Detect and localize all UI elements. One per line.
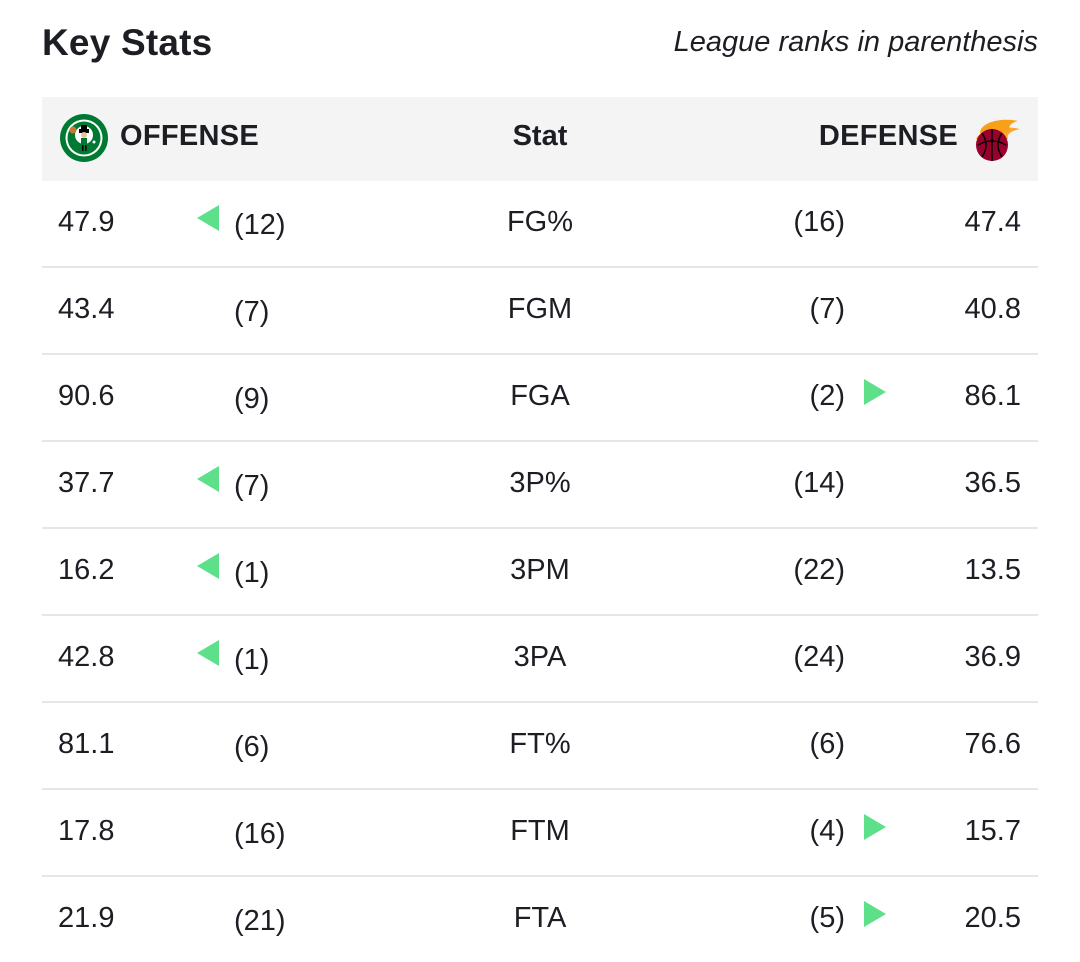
offense-value: 17.8	[58, 815, 115, 847]
defense-rank: (22)	[793, 554, 845, 586]
defense-value: 47.4	[964, 206, 1021, 238]
table-row: 16.2 (1) 3PM (22) 13.5	[42, 529, 1038, 616]
defense-header: DEFENSE	[818, 120, 958, 152]
defense-rank: (14)	[793, 467, 845, 499]
offense-advantage-icon	[197, 640, 219, 666]
offense-value: 47.9	[58, 206, 115, 238]
offense-value: 90.6	[58, 380, 115, 412]
offense-value: 81.1	[58, 728, 115, 760]
stat-name: 3P%	[509, 467, 571, 499]
defense-rank: (24)	[793, 641, 845, 673]
defense-rank: (5)	[809, 902, 845, 934]
offense-rank: (1)	[234, 557, 270, 589]
offense-rank: (6)	[234, 731, 270, 763]
ranks-note: League ranks in parenthesis	[673, 26, 1038, 58]
table-row: 21.9 (21) FTA (5) 20.5	[42, 877, 1038, 962]
offense-value: 21.9	[58, 902, 115, 934]
stat-header: Stat	[512, 120, 568, 152]
stat-name: FT%	[509, 728, 571, 760]
defense-value: 40.8	[964, 293, 1021, 325]
defense-advantage-icon	[864, 814, 886, 840]
offense-rank: (9)	[234, 383, 270, 415]
stat-name: FTM	[510, 815, 570, 847]
defense-rank: (7)	[809, 293, 845, 325]
defense-value: 36.9	[964, 641, 1021, 673]
offense-rank: (21)	[234, 905, 286, 937]
page-title: Key Stats	[42, 22, 213, 63]
stat-name: FG%	[506, 206, 574, 238]
table-row: 90.6 (9) FGA (2) 86.1	[42, 355, 1038, 442]
offense-advantage-icon	[197, 205, 219, 231]
key-stats-table: OFFENSE Stat DEFENSE 47.9 (12) FG% (16) 47.4…	[42, 97, 1038, 962]
offense-advantage-icon	[197, 466, 219, 492]
offense-value: 16.2	[58, 554, 115, 586]
offense-rank: (1)	[234, 644, 270, 676]
defense-value: 76.6	[964, 728, 1021, 760]
defense-value: 86.1	[964, 380, 1021, 412]
table-row: 37.7 (7) 3P% (14) 36.5	[42, 442, 1038, 529]
defense-rank: (2)	[809, 380, 845, 412]
table-row: 81.1 (6) FT% (6) 76.6	[42, 703, 1038, 790]
defense-rank: (16)	[793, 206, 845, 238]
defense-value: 20.5	[964, 902, 1021, 934]
celtics-logo-icon	[60, 114, 108, 162]
heat-logo-icon	[976, 119, 1020, 161]
defense-advantage-icon	[864, 379, 886, 405]
stat-name: FGM	[507, 293, 573, 325]
offense-value: 37.7	[58, 467, 115, 499]
table-row: 17.8 (16) FTM (4) 15.7	[42, 790, 1038, 877]
stat-name: 3PM	[510, 554, 570, 586]
table-row: 47.9 (12) FG% (16) 47.4	[42, 181, 1038, 268]
table-row: 43.4 (7) FGM (7) 40.8	[42, 268, 1038, 355]
offense-rank: (7)	[234, 470, 270, 502]
stat-name: 3PA	[513, 641, 567, 673]
offense-rank: (12)	[234, 209, 286, 241]
defense-advantage-icon	[864, 901, 886, 927]
stat-name: FTA	[513, 902, 567, 934]
stat-name: FGA	[510, 380, 570, 412]
offense-value: 42.8	[58, 641, 115, 673]
offense-rank: (16)	[234, 818, 286, 850]
defense-value: 36.5	[964, 467, 1021, 499]
table-header: OFFENSE Stat DEFENSE	[42, 97, 1038, 181]
defense-value: 15.7	[964, 815, 1021, 847]
table-row: 42.8 (1) 3PA (24) 36.9	[42, 616, 1038, 703]
defense-rank: (6)	[809, 728, 845, 760]
offense-rank: (7)	[234, 296, 270, 328]
offense-advantage-icon	[197, 553, 219, 579]
offense-value: 43.4	[58, 293, 115, 325]
defense-rank: (4)	[809, 815, 845, 847]
offense-header: OFFENSE	[120, 120, 260, 152]
defense-value: 13.5	[964, 554, 1021, 586]
